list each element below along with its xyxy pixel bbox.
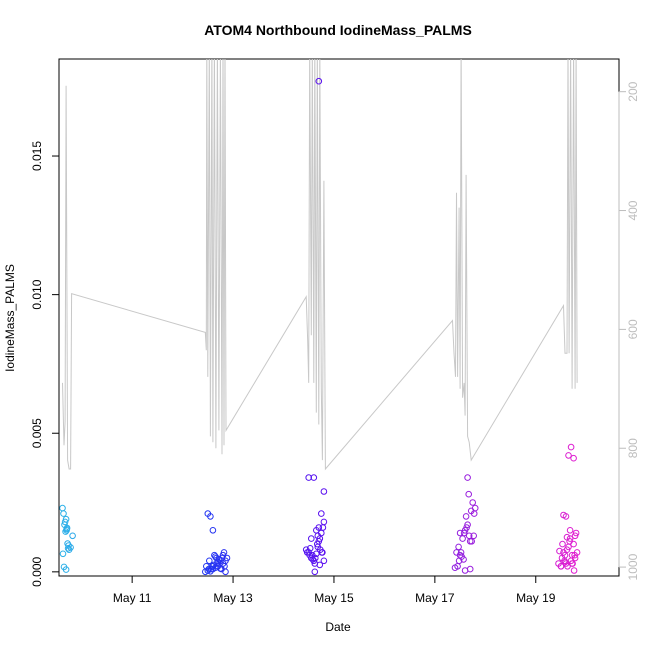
data-point	[62, 515, 70, 523]
data-point	[67, 544, 74, 551]
data-point	[220, 549, 228, 556]
y-axis: 0.000 0.005 0.010 0.015	[30, 141, 60, 587]
data-point	[217, 565, 224, 572]
data-point	[465, 490, 473, 498]
data-point	[466, 565, 474, 573]
data-point	[570, 567, 578, 574]
x-axis-label: Date	[325, 620, 351, 634]
data-point	[556, 547, 563, 555]
data-point	[212, 553, 219, 560]
data-point	[463, 524, 470, 531]
data-point	[219, 560, 227, 567]
pressure-trace-layer	[62, 59, 578, 471]
chart-title: ATOM4 Northbound IodineMass_PALMS	[204, 22, 472, 38]
data-point	[572, 529, 580, 537]
x-tick-label: May 19	[516, 591, 556, 605]
y-axis-label: IodineMass_PALMS	[3, 264, 17, 372]
data-point	[453, 549, 460, 556]
data-point	[320, 518, 328, 526]
data-point	[557, 563, 565, 570]
data-point	[306, 545, 314, 552]
data-point	[222, 568, 229, 576]
data-point	[305, 474, 313, 481]
data-point	[320, 557, 328, 565]
data-point	[566, 535, 574, 542]
data-point	[571, 532, 579, 540]
secondary-y-tick-label: 800	[626, 438, 640, 458]
data-point	[471, 504, 479, 512]
data-point	[65, 542, 72, 549]
data-point	[315, 77, 323, 85]
data-point	[462, 513, 470, 520]
data-point	[566, 527, 574, 534]
data-point	[571, 554, 579, 562]
data-point	[457, 549, 465, 556]
data-point	[314, 532, 322, 540]
data-point	[560, 511, 567, 519]
data-point	[456, 529, 464, 537]
data-point	[573, 549, 581, 556]
data-point	[209, 563, 217, 570]
data-point	[455, 543, 462, 551]
data-point	[223, 554, 231, 562]
data-point	[570, 540, 577, 548]
data-point	[567, 443, 575, 451]
data-point	[460, 556, 467, 563]
y-tick-label: 0.005	[30, 418, 44, 448]
data-point	[469, 499, 477, 506]
scatter-points-layer	[59, 77, 581, 576]
data-point	[310, 474, 318, 481]
data-point	[464, 521, 471, 529]
data-point	[213, 554, 220, 562]
data-point	[207, 513, 214, 520]
data-point	[314, 540, 321, 548]
data-point	[565, 452, 572, 459]
x-tick-label: May 17	[415, 591, 455, 605]
data-point	[459, 535, 466, 542]
secondary-y-axis: 200 400 600 800 1000	[618, 81, 640, 580]
data-point	[470, 532, 478, 540]
data-point	[62, 566, 70, 573]
data-point	[468, 538, 476, 545]
data-point	[63, 524, 71, 532]
data-point	[570, 454, 577, 462]
data-point	[569, 560, 576, 567]
secondary-y-tick-label: 1000	[626, 553, 640, 580]
plot-frame	[58, 58, 620, 577]
data-point	[203, 563, 210, 570]
data-point	[60, 510, 67, 517]
x-tick-label: May 15	[314, 591, 354, 605]
pressure-trace-line	[62, 59, 578, 471]
data-point	[59, 504, 66, 512]
y-tick-label: 0.010	[30, 279, 44, 309]
data-point	[308, 535, 315, 542]
x-axis: May 11 May 13 May 15 May 17 May 19	[113, 575, 556, 605]
data-point	[315, 524, 323, 531]
data-point	[563, 533, 571, 541]
secondary-y-tick-label: 600	[626, 319, 640, 339]
data-point	[209, 527, 217, 534]
data-point	[318, 549, 326, 556]
data-point	[311, 568, 319, 576]
data-point	[464, 474, 471, 481]
data-point	[206, 557, 213, 565]
data-point	[312, 554, 319, 562]
data-point	[59, 550, 67, 558]
y-tick-label: 0.015	[30, 141, 44, 171]
data-point	[318, 510, 325, 517]
data-point	[69, 532, 76, 540]
x-tick-label: May 11	[113, 591, 152, 605]
y-tick-label: 0.000	[30, 557, 44, 587]
data-point	[320, 488, 328, 495]
secondary-y-tick-label: 200	[626, 81, 640, 101]
data-point	[316, 561, 324, 569]
secondary-y-tick-label: 400	[626, 200, 640, 220]
data-point	[559, 540, 566, 548]
data-point	[561, 558, 569, 566]
x-tick-label: May 13	[213, 591, 253, 605]
